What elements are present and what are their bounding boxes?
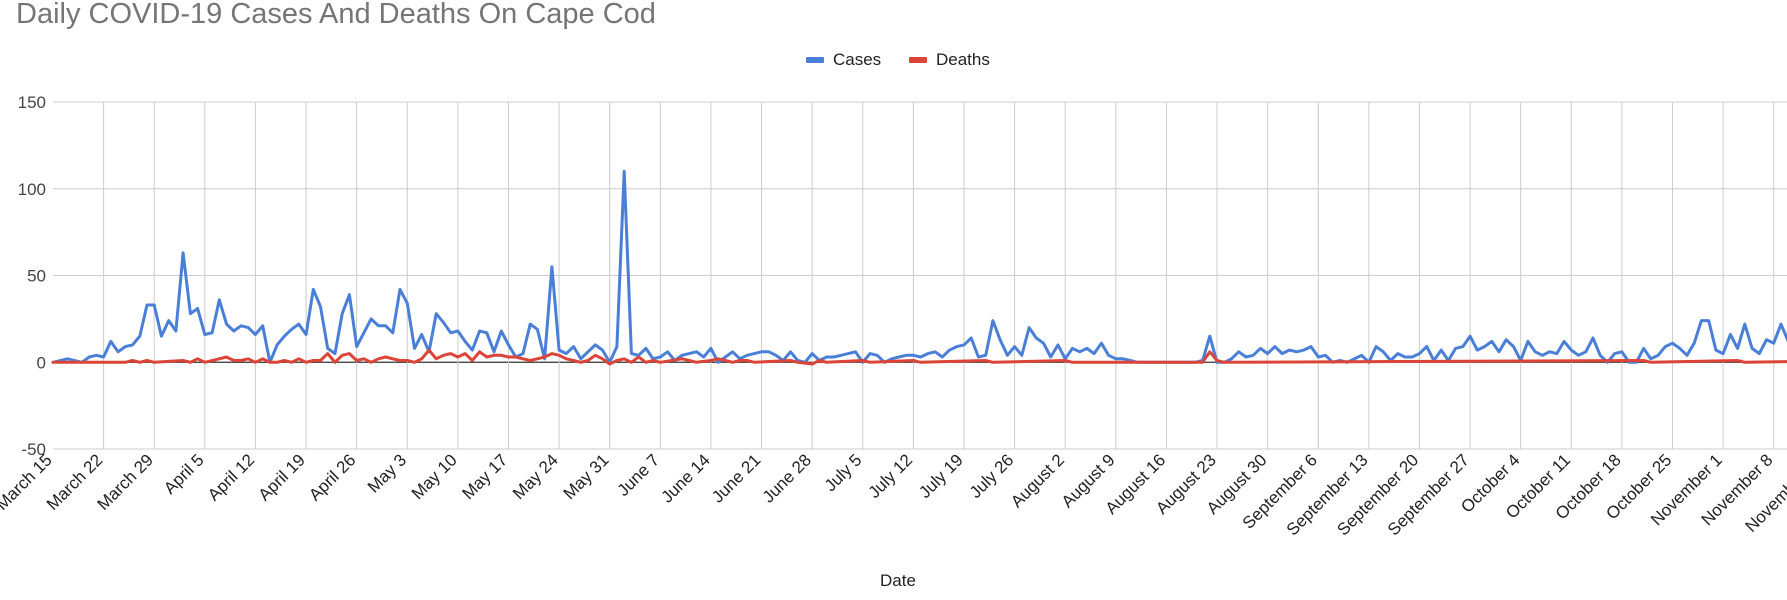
x-tick-label: March 29 xyxy=(93,450,157,514)
x-tick-label: May 31 xyxy=(560,450,613,503)
x-tick-label: April 5 xyxy=(160,450,208,498)
x-tick-label: July 19 xyxy=(915,450,967,502)
y-axis-ticks: 150 100 50 0 -50 xyxy=(18,93,46,459)
legend-item-cases[interactable]: Cases xyxy=(806,50,881,70)
grid-layer xyxy=(53,101,1787,450)
x-tick-label: May 17 xyxy=(458,450,511,503)
x-tick-label: July 5 xyxy=(821,450,866,495)
y-tick-label: -50 xyxy=(21,440,46,459)
y-tick-label: 0 xyxy=(37,353,46,372)
legend: Cases Deaths xyxy=(0,50,1787,74)
x-tick-label: June 21 xyxy=(708,450,764,506)
x-tick-label: April 12 xyxy=(204,450,258,504)
legend-swatch-cases xyxy=(806,57,824,63)
legend-label-deaths: Deaths xyxy=(936,50,990,69)
y-tick-label: 50 xyxy=(27,267,46,286)
x-tick-label: July 12 xyxy=(865,450,917,502)
chart-title: Daily COVID-19 Cases And Deaths On Cape … xyxy=(16,0,656,30)
x-tick-label: August 2 xyxy=(1007,450,1068,511)
legend-swatch-deaths xyxy=(909,57,927,63)
y-tick-label: 150 xyxy=(18,93,46,112)
legend-label-cases: Cases xyxy=(833,50,882,69)
y-tick-label: 100 xyxy=(18,180,46,199)
x-tick-label: April 26 xyxy=(305,450,359,504)
x-tick-label: May 10 xyxy=(408,450,461,503)
x-tick-label: June 28 xyxy=(759,450,815,506)
series-line-cases[interactable] xyxy=(51,125,1787,364)
x-tick-label: April 19 xyxy=(255,450,309,504)
legend-item-deaths[interactable]: Deaths xyxy=(909,50,990,70)
x-tick-label: June 7 xyxy=(614,450,664,500)
x-axis-title: Date xyxy=(880,571,916,590)
x-tick-label: May 3 xyxy=(364,450,410,496)
series-layer xyxy=(51,125,1787,366)
series-line-deaths[interactable] xyxy=(51,348,1787,366)
x-tick-label: May 24 xyxy=(509,450,562,503)
x-tick-label: June 14 xyxy=(658,450,714,506)
